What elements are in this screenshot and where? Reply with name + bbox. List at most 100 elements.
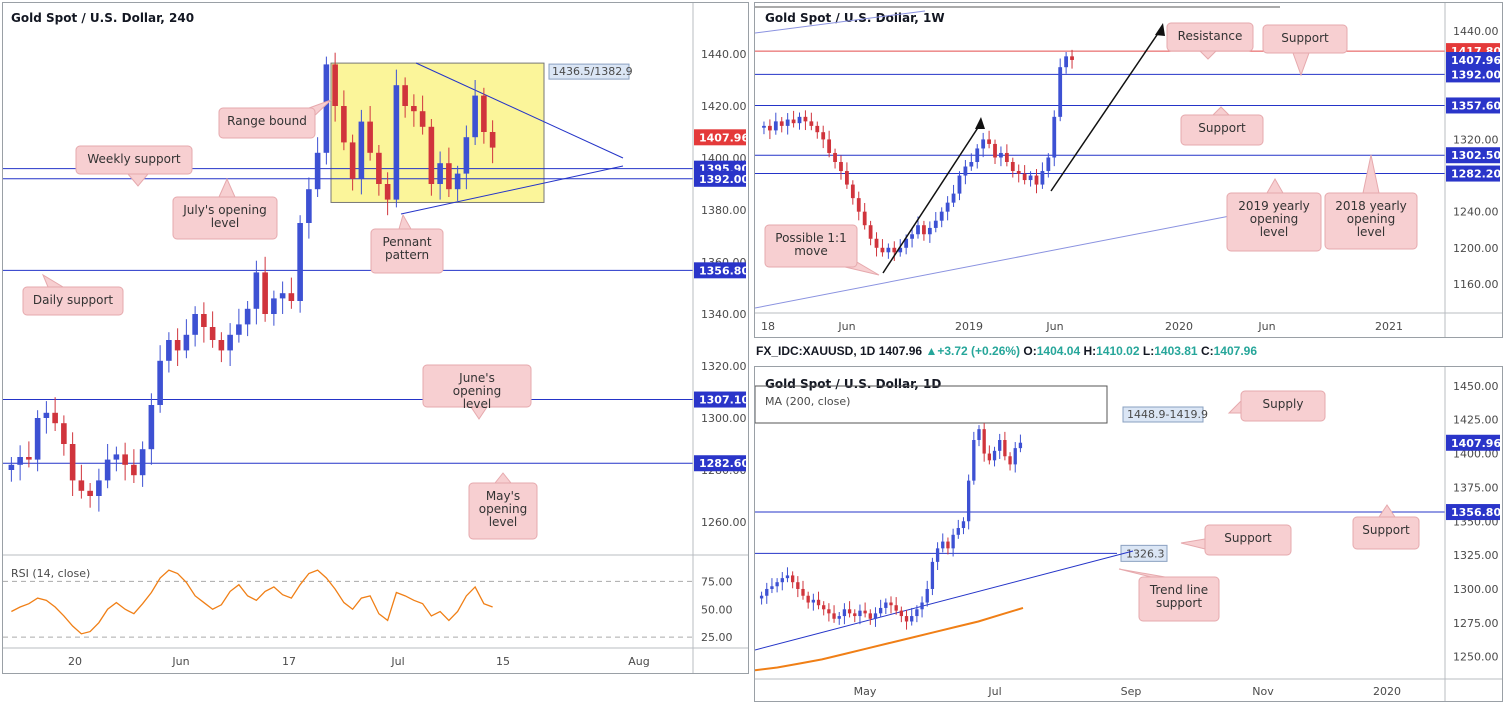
weekly-candle [910, 234, 914, 239]
callout-may-opening-text: May's [486, 489, 520, 503]
weekly-candle [821, 132, 826, 140]
weekly-candle [969, 162, 974, 167]
callout-support-top-text: Support [1281, 31, 1329, 45]
weekly-candle [773, 121, 778, 131]
low-label: L: [1142, 344, 1155, 358]
weekly-candle [839, 162, 843, 172]
daily-candle [806, 595, 810, 603]
price-label-box [1446, 165, 1500, 182]
weekly-candle [927, 227, 932, 235]
daily-candle [1003, 440, 1007, 457]
price-label-text: 1356.80 [1451, 506, 1501, 519]
weekly-candle [762, 125, 766, 128]
daily-chart[interactable]: Gold Spot / U.S. Dollar, 1D MA (200, clo… [755, 367, 1502, 701]
daily-chart-panel[interactable]: Gold Spot / U.S. Dollar, 1D MA (200, clo… [754, 366, 1503, 702]
callout-trend-line-box [1138, 576, 1220, 622]
x-tick-label: Jun [1045, 320, 1063, 333]
weekly-candle [1058, 67, 1063, 117]
weekly-chart-panel[interactable]: Gold Spot / U.S. Dollar, 1W 1440.001400.… [754, 2, 1503, 338]
y-tick-label: 1250.00 [1453, 651, 1499, 664]
daily-candle [904, 616, 909, 622]
close-label: C: [1200, 344, 1214, 358]
h4-candle [314, 152, 321, 190]
daily-candle [765, 588, 769, 596]
x-tick-label: Jun [1257, 320, 1275, 333]
price-label-box [1446, 147, 1500, 164]
weekly-candle [886, 247, 891, 253]
h4-chart[interactable]: Gold Spot / U.S. Dollar, 240 1436.5/1382… [3, 3, 748, 673]
h4-candle [26, 457, 32, 460]
daily-candle [930, 561, 935, 589]
h4-candle [279, 293, 286, 299]
weekly-candle [767, 125, 772, 131]
x-tick-label: 20 [68, 655, 82, 668]
callout-may-opening-text: opening [479, 502, 528, 516]
last-price: 1407.96 [878, 344, 923, 358]
y-tick-label: 1320.00 [701, 360, 747, 373]
close-value: 1407.96 [1213, 344, 1258, 358]
daily-candle [868, 613, 872, 619]
daily-candle [920, 602, 924, 610]
h4-candle [332, 64, 338, 106]
y-tick-label: 1375.00 [1453, 481, 1499, 494]
h4-candle [384, 184, 391, 200]
y-tick-label: 1380.00 [701, 204, 747, 217]
price-label-text: 1392.00 [1451, 68, 1501, 81]
h4-candle [34, 418, 41, 460]
daily-candle [946, 541, 950, 549]
callout-may-opening-box [468, 482, 538, 540]
weekly-candle [1046, 157, 1051, 172]
daily-candle [956, 528, 960, 535]
y-tick-label: 1400.00 [1453, 448, 1499, 461]
daily-candle [992, 450, 997, 461]
daily-candle [837, 616, 841, 619]
rsi-y-tick: 50.00 [701, 603, 733, 616]
callout-possible-move-box [764, 224, 858, 268]
callout-support-right-pointer [1378, 504, 1396, 518]
daily-candle [941, 541, 945, 549]
weekly-candle [999, 152, 1003, 158]
rsi-y-tick: 25.00 [701, 631, 733, 644]
h4-candle [209, 327, 216, 340]
weekly-candle [1052, 116, 1057, 158]
arrow-1-head [975, 117, 985, 129]
h4-candle [419, 111, 426, 127]
h4-candle [131, 464, 137, 476]
x-tick-label: 2020 [1373, 685, 1401, 698]
h4-chart-panel[interactable]: Gold Spot / U.S. Dollar, 240 1436.5/1382… [2, 2, 749, 674]
callout-possible-move-text: Possible 1:1 [775, 231, 846, 245]
daily-candle [878, 607, 883, 614]
h4-candle [43, 412, 50, 418]
h4-candle [227, 334, 233, 351]
y-tick-label: 1340.00 [701, 308, 747, 321]
callout-supply-text: Supply [1263, 397, 1304, 411]
daily-candle [982, 429, 986, 454]
x-tick-label: 18 [761, 320, 775, 333]
weekly-chart[interactable]: Gold Spot / U.S. Dollar, 1W 1440.001400.… [755, 3, 1502, 337]
daily-candle [796, 582, 800, 589]
daily-candle [811, 599, 816, 603]
callout-2018-yearly-text: level [1357, 225, 1386, 239]
high-label: H: [1083, 344, 1097, 358]
y-tick-label: 1440.00 [701, 48, 747, 61]
h4-candle [323, 64, 330, 153]
callout-2018-yearly-box [1324, 192, 1418, 250]
h4-candle [96, 480, 102, 496]
arrow-2-line [1050, 28, 1162, 192]
h4-candle [349, 142, 356, 179]
supply-zone [755, 385, 1108, 424]
callout-pennant-text: pattern [385, 248, 429, 262]
daily-candle [915, 609, 919, 617]
callout-2019-yearly-text: 2019 yearly [1238, 199, 1310, 213]
callout-weekly-support-text: Weekly support [87, 152, 180, 166]
h4-candle [52, 412, 58, 424]
callout-resistance-box [1166, 22, 1254, 52]
weekly-candle [987, 139, 991, 144]
supply-zone-label-box [1122, 406, 1204, 423]
daily-candle [951, 534, 955, 549]
y-tick-label: 1420.00 [701, 100, 747, 113]
weekly-candle [809, 121, 814, 126]
weekly-candle [797, 116, 802, 124]
h4-candle [148, 405, 155, 450]
y-tick-label: 1300.00 [1453, 583, 1499, 596]
